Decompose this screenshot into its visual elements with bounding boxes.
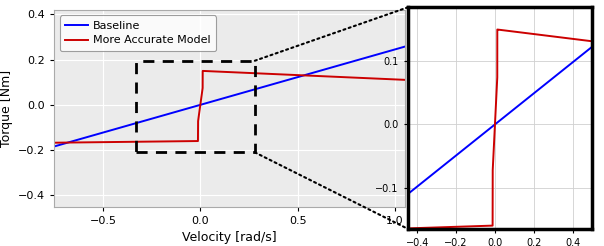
Line: Baseline: Baseline [54,47,405,146]
More Accurate Model [401,78,408,81]
More Accurate Model [185,140,192,143]
More Accurate Model [278,73,286,76]
Baseline [312,71,320,74]
More Accurate Model [261,72,268,75]
Baseline [401,45,408,48]
Line: More Accurate Model: More Accurate Model [54,71,405,143]
Baseline [339,63,346,66]
Bar [136,61,255,152]
Baseline [278,80,286,83]
More Accurate Model [312,75,320,77]
X-axis label: Velocity [rad/s]: Velocity [rad/s] [182,231,277,244]
More Accurate Model [199,69,207,72]
Baseline [114,127,121,130]
Baseline [51,145,58,148]
More Accurate Model [114,140,121,143]
Legend: Baseline, More Accurate Model: Baseline, More Accurate Model [60,15,216,51]
More Accurate Model [339,76,346,78]
More Accurate Model [51,141,58,144]
Baseline [261,85,268,88]
Baseline [185,107,192,110]
Y-axis label: Torque [Nm]: Torque [Nm] [0,70,13,147]
